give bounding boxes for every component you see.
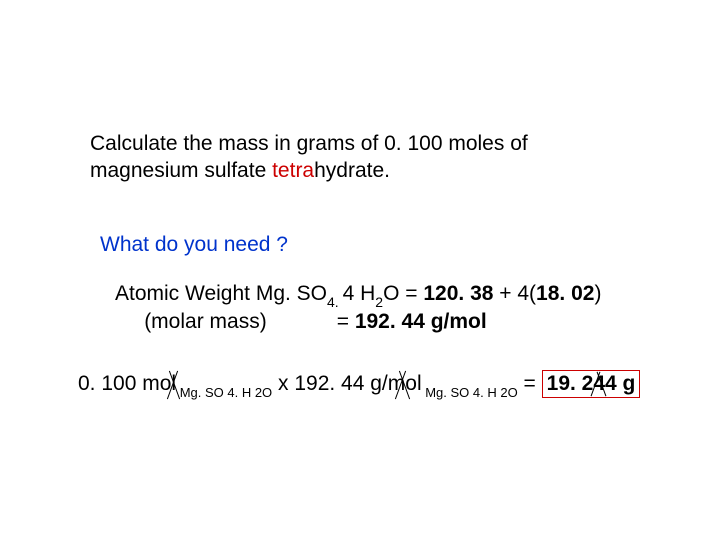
calc-sub2: Mg. SO 4. H 2O — [422, 385, 518, 400]
calc-times: x — [272, 372, 294, 395]
question-line2b: hydrate. — [314, 159, 390, 182]
question-line1: Calculate the mass in grams of 0. 100 mo… — [90, 132, 528, 155]
calc-sub1: Mg. SO 4. H 2O — [176, 385, 272, 400]
question-text: Calculate the mass in grams of 0. 100 mo… — [90, 130, 680, 185]
aw-val2: 18. 02 — [536, 282, 594, 305]
aw-mid: 4 H — [343, 282, 376, 305]
aw-plus: + 4( — [499, 282, 536, 305]
question-line2a: magnesium sulfate — [90, 159, 272, 182]
calc-eq: = — [518, 372, 542, 395]
result-box: 19. 244 g — [542, 370, 641, 398]
aw-sub1: 4. — [327, 294, 343, 310]
aw-close: ) — [594, 282, 601, 305]
calc-gmol: 192. 44 g/ — [294, 372, 387, 395]
prompt-text: What do you need ? — [100, 233, 680, 257]
atomic-weight-block: Atomic Weight Mg. SO4. 4 H2O = 120. 38 +… — [115, 281, 680, 336]
aw-line2: (molar mass) = — [144, 310, 355, 333]
aw-val1: 120. 38 — [423, 282, 499, 305]
calc-moles: 0. 100 mo — [78, 372, 171, 395]
calculation-line: 0. 100 mol Mg. SO 4. H 2O x 192. 44 g/mo… — [78, 370, 680, 398]
calc-answer: 19. 244 g — [547, 372, 636, 395]
calc-mol2: mol — [388, 372, 422, 395]
aw-o: O = — [383, 282, 423, 305]
mol-strike2: mol — [388, 372, 422, 396]
aw-label: Atomic Weight Mg. SO — [115, 282, 327, 305]
aw-result: 192. 44 g/mol — [355, 310, 487, 333]
tetra-prefix: tetra — [272, 159, 314, 182]
aw-sub2: 2 — [375, 294, 383, 310]
